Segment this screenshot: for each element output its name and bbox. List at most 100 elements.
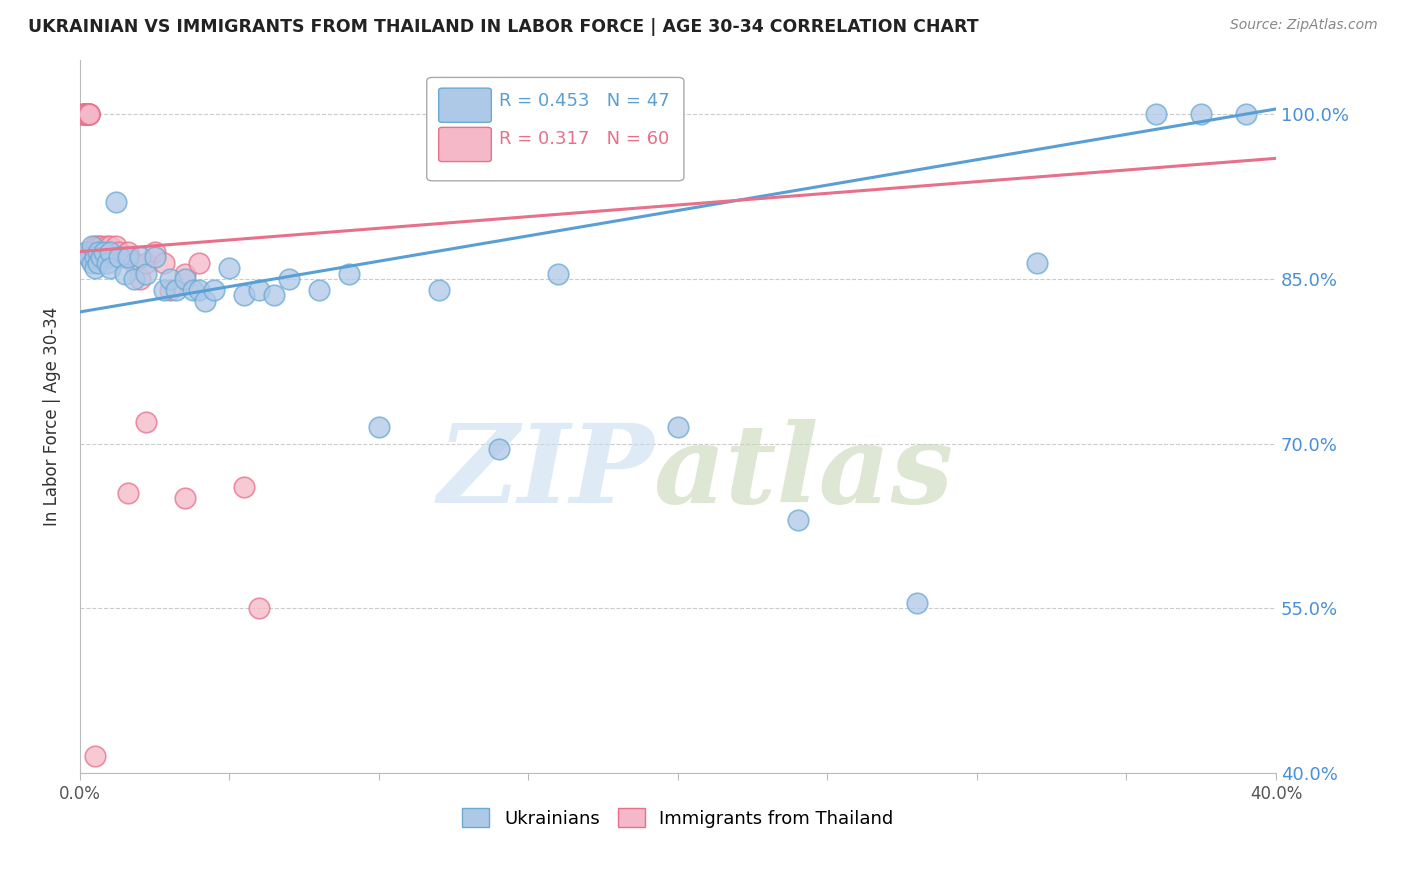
- Point: [247, 283, 270, 297]
- Point: [83, 239, 105, 253]
- Text: UKRAINIAN VS IMMIGRANTS FROM THAILAND IN LABOR FORCE | AGE 30-34 CORRELATION CHA: UKRAINIAN VS IMMIGRANTS FROM THAILAND IN…: [28, 18, 979, 36]
- Point: [75, 107, 97, 121]
- Point: [80, 244, 103, 259]
- Point: [75, 107, 97, 121]
- Y-axis label: In Labor Force | Age 30-34: In Labor Force | Age 30-34: [44, 307, 60, 525]
- Point: [93, 244, 115, 259]
- Point: [77, 107, 100, 121]
- Text: ZIP: ZIP: [437, 419, 654, 527]
- Point: [427, 283, 450, 297]
- Point: [83, 244, 105, 259]
- Point: [107, 244, 129, 259]
- Point: [98, 244, 121, 259]
- Point: [87, 239, 110, 253]
- Point: [96, 255, 118, 269]
- Point: [1025, 255, 1047, 269]
- Point: [152, 255, 174, 269]
- Text: Source: ZipAtlas.com: Source: ZipAtlas.com: [1230, 18, 1378, 32]
- Point: [367, 420, 389, 434]
- Point: [488, 442, 510, 456]
- Point: [80, 239, 103, 253]
- Point: [83, 250, 105, 264]
- Point: [90, 244, 112, 259]
- Point: [77, 250, 100, 264]
- Point: [83, 244, 105, 259]
- Point: [173, 267, 195, 281]
- Point: [204, 283, 226, 297]
- Point: [93, 244, 115, 259]
- Point: [90, 250, 112, 264]
- Point: [135, 415, 157, 429]
- Point: [143, 244, 166, 259]
- Point: [80, 244, 103, 259]
- Point: [247, 601, 270, 615]
- Point: [77, 250, 100, 264]
- Point: [75, 244, 97, 259]
- Point: [143, 250, 166, 264]
- Point: [233, 288, 256, 302]
- Point: [114, 250, 136, 264]
- Point: [77, 107, 100, 121]
- Point: [159, 272, 181, 286]
- Point: [278, 272, 301, 286]
- Point: [80, 250, 103, 264]
- Point: [104, 195, 127, 210]
- Point: [173, 491, 195, 506]
- Point: [117, 486, 139, 500]
- Point: [77, 244, 100, 259]
- Point: [194, 293, 217, 308]
- FancyBboxPatch shape: [439, 88, 491, 122]
- Point: [80, 244, 103, 259]
- Point: [152, 283, 174, 297]
- Point: [786, 513, 808, 527]
- Point: [87, 250, 110, 264]
- Point: [547, 267, 569, 281]
- Point: [98, 250, 121, 264]
- Point: [165, 283, 187, 297]
- Point: [337, 267, 360, 281]
- Point: [72, 107, 94, 121]
- Point: [188, 283, 211, 297]
- Point: [135, 267, 157, 281]
- Point: [308, 283, 330, 297]
- Point: [77, 107, 100, 121]
- Point: [93, 250, 115, 264]
- Point: [77, 107, 100, 121]
- Point: [104, 239, 127, 253]
- Point: [98, 239, 121, 253]
- Point: [72, 107, 94, 121]
- Point: [117, 244, 139, 259]
- Point: [80, 250, 103, 264]
- Text: R = 0.453   N = 47: R = 0.453 N = 47: [499, 92, 669, 110]
- Point: [75, 107, 97, 121]
- Point: [233, 481, 256, 495]
- Point: [87, 244, 110, 259]
- Point: [98, 261, 121, 276]
- Point: [1189, 107, 1212, 121]
- Point: [173, 272, 195, 286]
- Point: [128, 272, 150, 286]
- Point: [117, 250, 139, 264]
- Point: [75, 107, 97, 121]
- FancyBboxPatch shape: [427, 78, 683, 181]
- Point: [93, 244, 115, 259]
- Point: [114, 267, 136, 281]
- Point: [98, 244, 121, 259]
- Point: [80, 255, 103, 269]
- Point: [122, 255, 145, 269]
- Point: [96, 239, 118, 253]
- Legend: Ukrainians, Immigrants from Thailand: Ukrainians, Immigrants from Thailand: [456, 801, 901, 835]
- Point: [90, 239, 112, 253]
- Point: [90, 250, 112, 264]
- Point: [107, 250, 129, 264]
- Point: [77, 107, 100, 121]
- Point: [1234, 107, 1257, 121]
- Point: [75, 107, 97, 121]
- Point: [135, 255, 157, 269]
- Point: [128, 250, 150, 264]
- Point: [72, 107, 94, 121]
- Point: [83, 250, 105, 264]
- Point: [83, 250, 105, 264]
- Point: [96, 250, 118, 264]
- Point: [159, 283, 181, 297]
